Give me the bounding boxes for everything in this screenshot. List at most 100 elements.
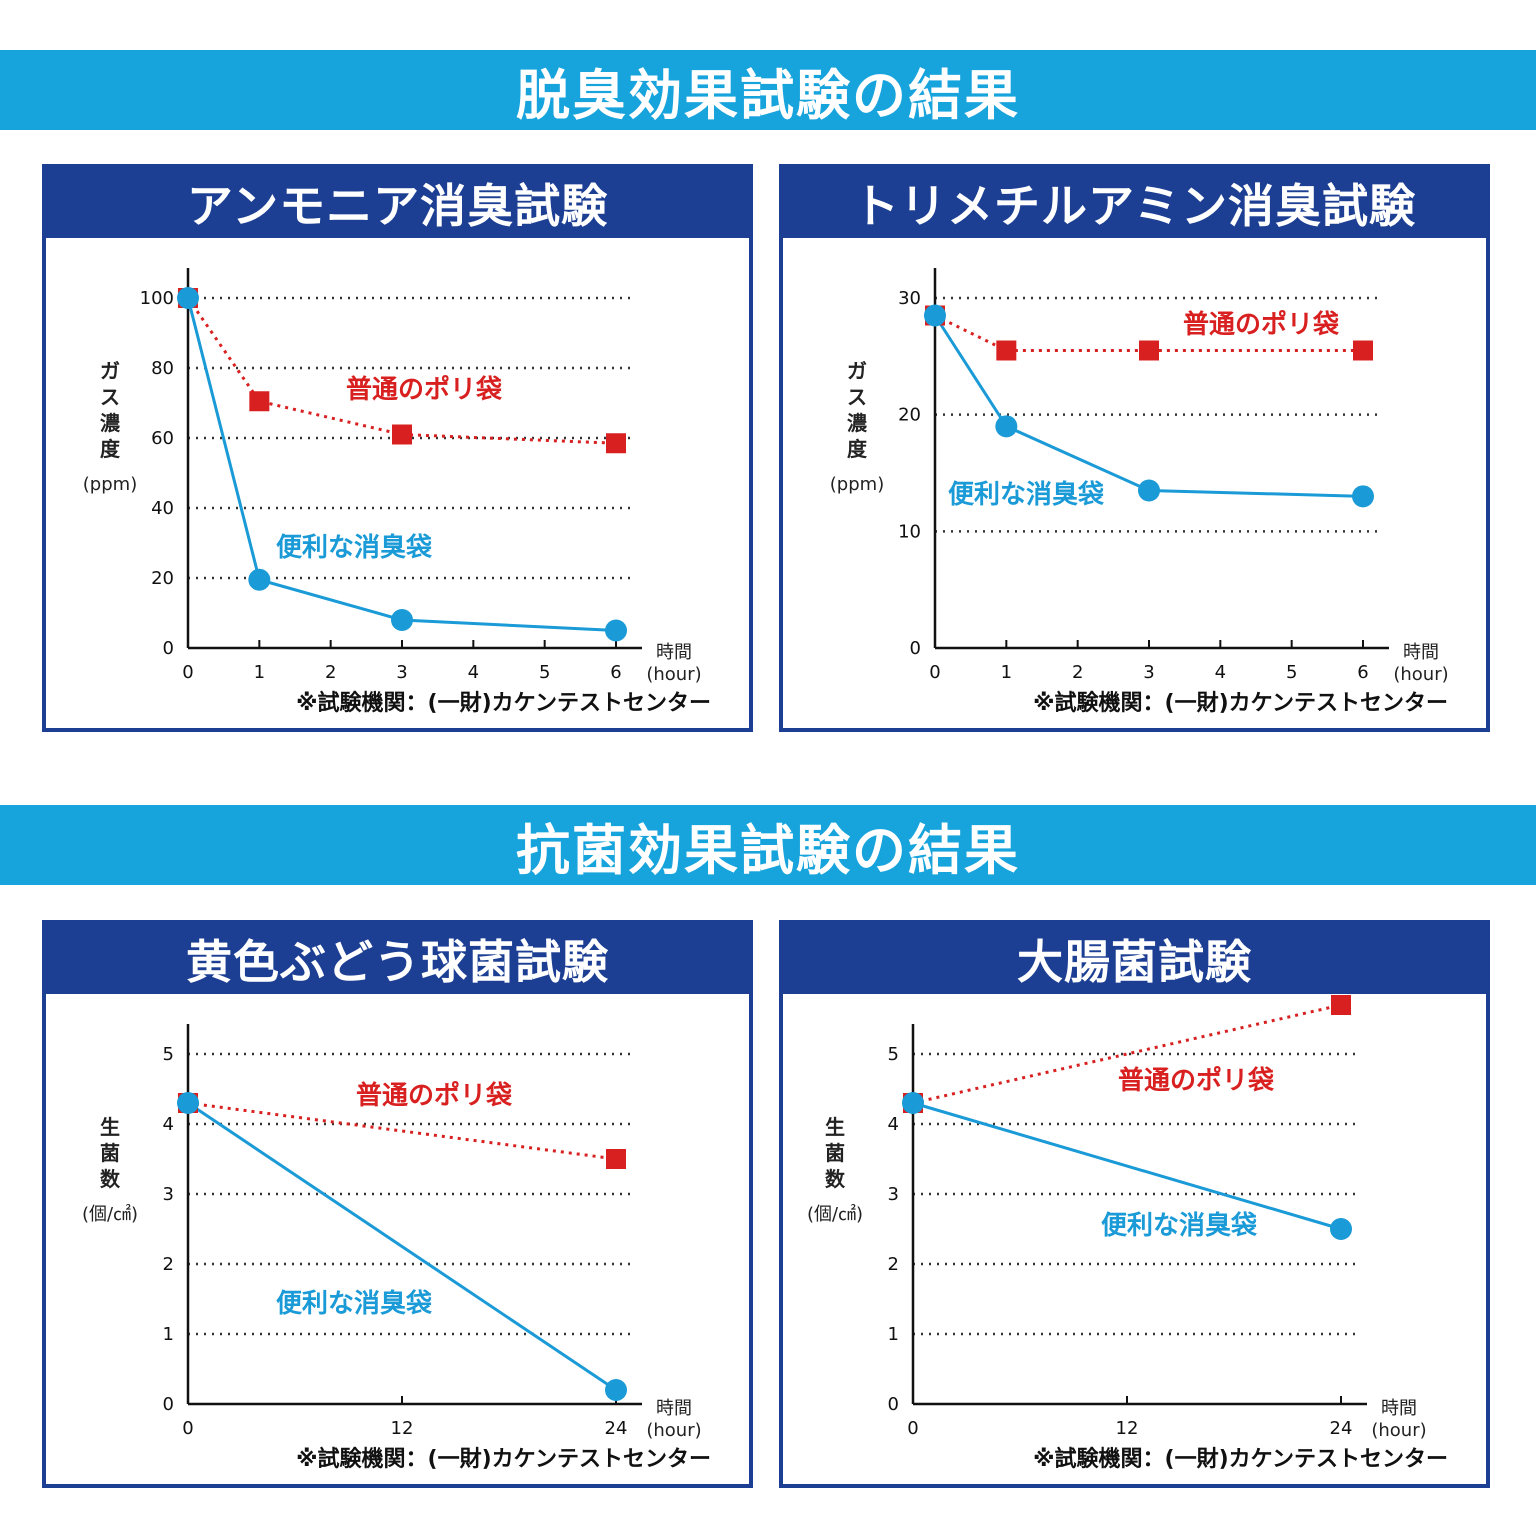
series-label-deodorizing-bag: 便利な消臭袋 — [276, 1289, 433, 1319]
x-axis-unit: (hour) — [646, 664, 701, 685]
y-axis-label-char: 数 — [825, 1167, 846, 1191]
series-line-regular-bag — [912, 1003, 1342, 1105]
ammonia-chart-panel: アンモニア消臭試験 0 20 40 60 80 100 0 1 2 3 4 5 6 時間 (hour) ガス濃… — [42, 164, 753, 732]
series-line-deodorizing-bag — [912, 1101, 1342, 1231]
x-tick-label: 6 — [1357, 662, 1368, 683]
y-axis-label-char: 菌 — [825, 1141, 845, 1165]
y-tick-label: 0 — [163, 638, 174, 659]
y-axis-unit: (個/㎠) — [807, 1203, 863, 1225]
y-tick-label: 4 — [888, 1114, 899, 1135]
data-point-regular-bag — [606, 1149, 626, 1169]
x-tick-label: 4 — [468, 662, 479, 683]
data-point-deodorizing-bag — [1138, 479, 1160, 502]
trimethylamine-chart-panel: トリメチルアミン消臭試験 0 10 20 30 0 1 2 3 4 5 6 時間 (hour) ガス濃度 (… — [779, 164, 1490, 732]
y-tick-label: 30 — [898, 288, 921, 309]
x-tick-label: 3 — [1143, 662, 1154, 683]
x-tick-label: 1 — [1001, 662, 1012, 683]
y-tick-label: 40 — [151, 498, 174, 519]
y-axis-unit: (個/㎠) — [82, 1203, 138, 1225]
series-line-regular-bag — [187, 1101, 617, 1161]
x-tick-label: 2 — [325, 662, 336, 683]
y-tick-label: 0 — [888, 1394, 899, 1415]
y-axis-label-char: 度 — [100, 437, 121, 461]
y-tick-label: 0 — [910, 638, 921, 659]
data-point-deodorizing-bag — [177, 1092, 199, 1114]
chart-title: 黄色ぶどう球菌試験 — [46, 924, 749, 994]
series-label-regular-bag: 普通のポリ袋 — [1118, 1065, 1275, 1096]
y-axis-label-char: 濃 — [847, 411, 868, 435]
x-tick-label: 0 — [182, 1418, 193, 1439]
data-point-deodorizing-bag — [1330, 1218, 1352, 1240]
y-axis-label-char: 数 — [100, 1167, 121, 1191]
y-axis-label-char: ス — [847, 385, 867, 409]
x-tick-label: 24 — [605, 1418, 628, 1439]
y-tick-label: 0 — [163, 1394, 174, 1415]
x-axis-label: 時間 — [656, 1398, 692, 1419]
y-axis-label-char: 菌 — [100, 1141, 120, 1165]
x-tick-label: 0 — [182, 662, 193, 683]
data-point-deodorizing-bag — [1352, 485, 1374, 508]
deodorization-banner: 脱臭効果試験の結果 — [0, 50, 1536, 130]
x-tick-label: 0 — [907, 1418, 918, 1439]
series-label-deodorizing-bag: 便利な消臭袋 — [948, 480, 1105, 510]
y-tick-label: 3 — [888, 1184, 899, 1205]
data-point-deodorizing-bag — [248, 568, 271, 591]
x-tick-label: 24 — [1330, 1418, 1353, 1439]
data-point-regular-bag — [1331, 995, 1351, 1015]
data-point-deodorizing-bag — [177, 287, 199, 309]
x-tick-label: 5 — [539, 662, 550, 683]
chart-title: トリメチルアミン消臭試験 — [783, 168, 1486, 238]
data-point-deodorizing-bag — [605, 619, 627, 642]
data-point-deodorizing-bag — [605, 1379, 627, 1401]
data-point-deodorizing-bag — [995, 415, 1018, 438]
y-tick-label: 80 — [151, 358, 174, 379]
x-axis-unit: (hour) — [646, 1420, 701, 1441]
antibacterial-banner: 抗菌効果試験の結果 — [0, 805, 1536, 885]
x-tick-label: 0 — [929, 662, 940, 683]
y-tick-label: 1 — [163, 1324, 174, 1345]
y-tick-label: 2 — [163, 1254, 174, 1275]
data-point-deodorizing-bag — [391, 609, 413, 631]
series-label-deodorizing-bag: 便利な消臭袋 — [276, 533, 433, 563]
series-line-regular-bag — [186, 297, 617, 445]
y-axis-label-char: 生 — [100, 1115, 120, 1139]
y-tick-label: 20 — [898, 405, 921, 426]
series-line-deodorizing-bag — [933, 314, 1364, 498]
y-tick-label: 5 — [163, 1044, 174, 1065]
y-tick-label: 1 — [888, 1324, 899, 1345]
y-tick-label: 5 — [888, 1044, 899, 1065]
y-axis-label-char: ガ — [100, 359, 120, 383]
x-tick-label: 4 — [1215, 662, 1226, 683]
source-note: ※試験機関：(一財)カケンテストセンター — [296, 690, 711, 716]
chart-title: アンモニア消臭試験 — [46, 168, 749, 238]
y-tick-label: 2 — [888, 1254, 899, 1275]
x-axis-label: 時間 — [1381, 1398, 1417, 1419]
data-point-regular-bag — [1139, 340, 1159, 361]
x-axis-unit: (hour) — [1393, 664, 1448, 685]
series-label-regular-bag: 普通のポリ袋 — [356, 1080, 513, 1111]
y-tick-label: 60 — [151, 428, 174, 449]
chart-title: 大腸菌試験 — [783, 924, 1486, 994]
x-tick-label: 5 — [1286, 662, 1297, 683]
source-note: ※試験機関：(一財)カケンテストセンター — [1033, 690, 1448, 716]
y-axis-unit: (ppm) — [830, 474, 884, 495]
x-tick-label: 3 — [396, 662, 407, 683]
data-point-regular-bag — [1353, 340, 1373, 361]
x-tick-label: 1 — [254, 662, 265, 683]
x-axis-label: 時間 — [656, 642, 692, 663]
staphylococcus-chart-panel: 黄色ぶどう球菌試験 0 1 2 3 4 5 0 12 24 時間 (hour) 生菌数 (個/㎠) 普通の… — [42, 920, 753, 1488]
y-tick-label: 3 — [163, 1184, 174, 1205]
data-point-regular-bag — [606, 433, 626, 454]
series-line-regular-bag — [934, 314, 1363, 352]
y-axis-unit: (ppm) — [83, 474, 137, 495]
series-label-regular-bag: 普通のポリ袋 — [1183, 309, 1340, 340]
x-axis-label: 時間 — [1403, 642, 1439, 663]
x-tick-label: 12 — [1116, 1418, 1139, 1439]
y-tick-label: 20 — [151, 568, 174, 589]
y-axis-label-char: ガ — [847, 359, 867, 383]
y-axis-label-char: 生 — [825, 1115, 845, 1139]
